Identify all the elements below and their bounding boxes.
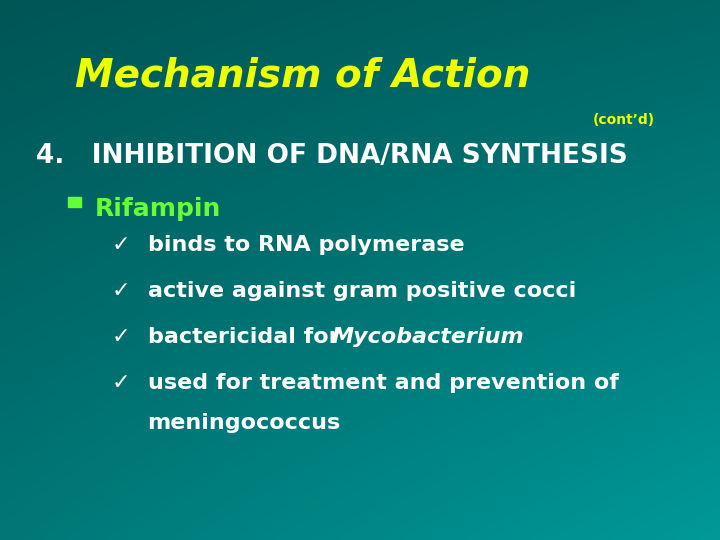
Text: 4.   INHIBITION OF DNA/RNA SYNTHESIS: 4. INHIBITION OF DNA/RNA SYNTHESIS bbox=[36, 143, 628, 169]
Text: (cont’d): (cont’d) bbox=[593, 113, 655, 127]
Text: Rifampin: Rifampin bbox=[94, 197, 221, 221]
Text: bactericidal for: bactericidal for bbox=[148, 327, 347, 347]
Text: ✓: ✓ bbox=[112, 235, 130, 255]
Text: meningococcus: meningococcus bbox=[148, 413, 341, 433]
Text: active against gram positive cocci: active against gram positive cocci bbox=[148, 281, 576, 301]
FancyBboxPatch shape bbox=[68, 197, 81, 207]
Text: Mycobacterium: Mycobacterium bbox=[331, 327, 524, 347]
Text: used for treatment and prevention of: used for treatment and prevention of bbox=[148, 373, 618, 393]
Text: binds to RNA polymerase: binds to RNA polymerase bbox=[148, 235, 464, 255]
Text: ✓: ✓ bbox=[112, 373, 130, 393]
Text: Mechanism of Action: Mechanism of Action bbox=[75, 57, 530, 94]
Text: ✓: ✓ bbox=[112, 327, 130, 347]
Text: ✓: ✓ bbox=[112, 281, 130, 301]
